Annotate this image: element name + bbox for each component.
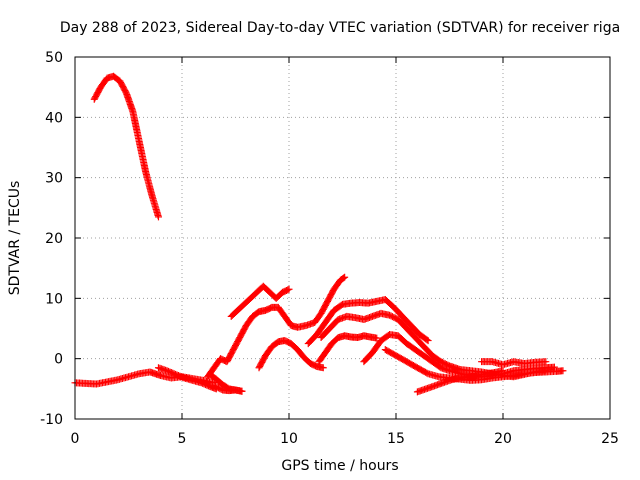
y-tick-label: 40 [45,110,63,126]
y-tick-label: 20 [45,231,63,247]
data-point [238,387,246,395]
series-arc-11 [317,309,550,381]
y-tick-label: -10 [40,412,63,428]
series-arc-4 [204,273,349,381]
y-tick-labels: -10 0 10 20 30 40 50 [40,50,63,428]
data-point [340,274,348,282]
data-point [341,273,349,281]
series-arc-6 [206,370,246,395]
x-tick-labels: 0 5 10 15 20 25 [71,431,619,447]
y-tick-label: 0 [54,352,63,368]
series-arc-10 [315,332,381,366]
x-tick-label: 25 [601,431,619,447]
data-point [423,336,431,344]
y-axis-title: SDTVAR / TECUs [7,181,23,296]
tick-marks [74,56,611,420]
x-tick-label: 5 [178,431,187,447]
y-tick-label: 50 [45,50,63,66]
x-tick-label: 10 [280,431,298,447]
data-point [154,213,162,221]
data-point [373,334,381,342]
y-tick-label: 30 [45,171,63,187]
series-arc-8 [255,337,327,372]
data-point [550,363,558,371]
data-point [542,358,550,366]
series-arc-9 [304,296,432,348]
series-arc-3 [154,364,220,393]
grid-lines [75,57,610,419]
x-axis-title: GPS time / hours [281,458,398,474]
data-point [499,367,507,375]
x-tick-label: 15 [387,431,405,447]
chart-title: Day 288 of 2023, Sidereal Day-to-day VTE… [60,20,620,36]
series-arc-14 [413,367,507,396]
data-point [559,367,567,375]
data-point [285,285,293,293]
x-tick-label: 20 [494,431,512,447]
x-tick-label: 0 [71,431,80,447]
data-point [284,286,292,294]
data-points [71,72,567,396]
y-tick-label: 10 [45,291,63,307]
data-point [424,337,432,345]
data-point [319,364,327,372]
series-arc-15 [478,358,550,369]
series-arc-7 [227,282,293,320]
series-arc-1 [90,72,162,221]
